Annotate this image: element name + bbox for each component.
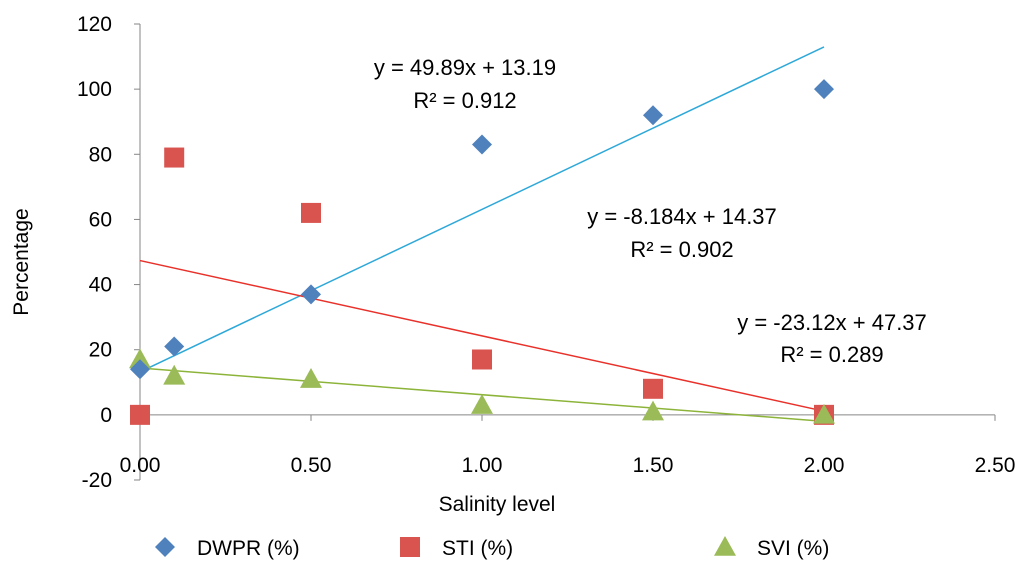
data-point-dwpr — [643, 105, 663, 126]
equation-sti: y = -23.12x + 47.37 — [737, 310, 927, 335]
r2-svi: R² = 0.902 — [630, 237, 733, 262]
legend: DWPR (%) STI (%) SVI (%) — [155, 536, 829, 560]
data-points — [129, 79, 835, 425]
trendline-sti — [139, 259, 825, 412]
y-tick-label: 20 — [89, 339, 112, 362]
x-tick-label: 2.50 — [975, 454, 1016, 477]
data-point-svi — [163, 364, 186, 385]
tick-labels: -20 0 20 40 60 80 100 120 0.00 0.50 1.00 1.50 2.00 2.… — [77, 13, 1015, 492]
y-tick-label: 120 — [77, 13, 112, 36]
data-point-dwpr — [814, 79, 834, 100]
data-point-sti — [643, 378, 663, 399]
data-point-svi — [642, 400, 664, 421]
r2-dwpr: R² = 0.912 — [413, 88, 516, 113]
y-axis-title: Percentage — [10, 208, 33, 315]
data-point-sti — [164, 147, 185, 168]
y-tick-label: 60 — [89, 208, 112, 231]
x-tick-label: 2.00 — [804, 454, 845, 477]
y-tick-label: 40 — [89, 274, 112, 297]
x-tick-label: 0.00 — [120, 454, 161, 477]
equation-dwpr: y = 49.89x + 13.19 — [374, 55, 556, 80]
x-axis-title: Salinity level — [439, 493, 556, 516]
data-point-dwpr — [472, 134, 492, 155]
data-point-svi — [813, 403, 835, 424]
data-point-dwpr — [130, 359, 150, 380]
x-tick-label: 0.50 — [291, 454, 332, 477]
axes — [134, 23, 996, 481]
data-point-sti — [130, 404, 150, 425]
y-tick-label: -20 — [82, 469, 112, 492]
data-point-svi — [129, 348, 151, 369]
y-tick-label: 100 — [77, 78, 112, 101]
legend-marker-dwpr — [155, 537, 175, 557]
x-tick-label: 1.50 — [633, 454, 674, 477]
data-point-dwpr — [301, 284, 321, 305]
data-point-svi — [471, 394, 493, 414]
legend-label-sti: STI (%) — [442, 537, 513, 560]
data-point-svi — [300, 368, 322, 388]
x-tick-label: 1.00 — [462, 454, 503, 477]
legend-marker-sti — [400, 537, 420, 557]
y-tick-label: 0 — [100, 404, 112, 427]
legend-marker-svi — [714, 536, 736, 556]
legend-label-dwpr: DWPR (%) — [197, 537, 300, 560]
data-point-sti — [472, 349, 492, 370]
legend-label-svi: SVI (%) — [757, 537, 829, 560]
data-point-sti — [301, 202, 321, 223]
y-tick-label: 80 — [89, 143, 112, 166]
equation-svi: y = -8.184x + 14.37 — [587, 204, 777, 229]
r2-sti: R² = 0.289 — [780, 342, 883, 367]
trendline-dwpr — [139, 46, 825, 373]
data-point-dwpr — [164, 336, 185, 357]
